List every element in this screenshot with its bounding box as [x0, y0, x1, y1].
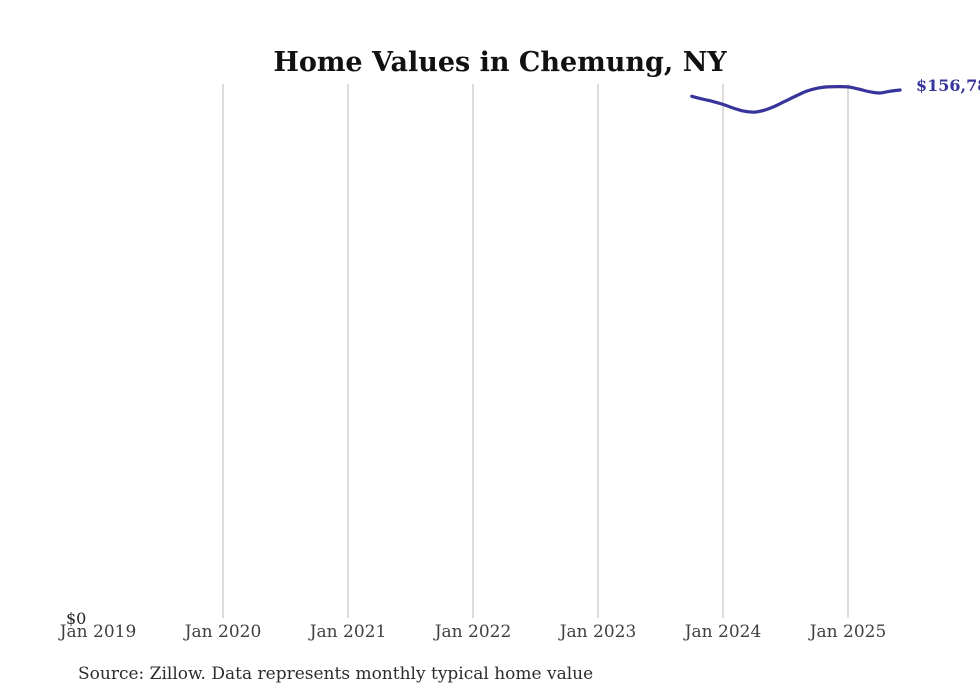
x-tick-label: Jan 2022 — [434, 622, 512, 642]
chart-title: Home Values in Chemung, NY — [273, 47, 727, 79]
x-tick-label: Jan 2021 — [309, 622, 387, 642]
x-tick-label: Jan 2019 — [59, 622, 137, 642]
x-tick-label: Jan 2024 — [684, 622, 762, 642]
y-axis-zero-label: $0 — [66, 609, 87, 628]
x-tick-label: Jan 2025 — [809, 622, 887, 642]
x-tick-label: Jan 2020 — [184, 622, 262, 642]
home-value-line — [690, 84, 902, 114]
series-end-value-label: $156,788 — [916, 76, 980, 95]
x-tick-label: Jan 2023 — [559, 622, 637, 642]
source-note: Source: Zillow. Data represents monthly … — [78, 664, 594, 684]
